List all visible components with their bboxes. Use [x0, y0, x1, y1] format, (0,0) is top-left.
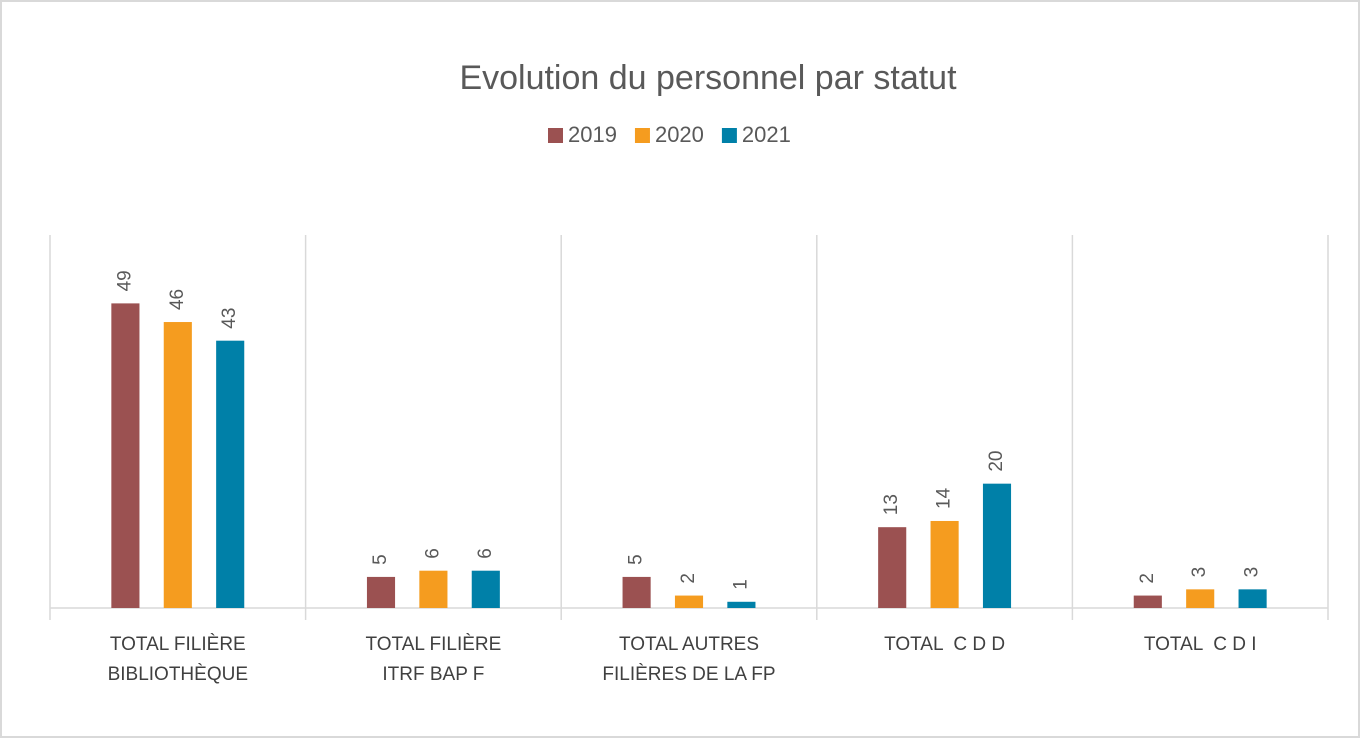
bar [1186, 589, 1215, 608]
data-label: 3 [1189, 567, 1210, 578]
x-tick-label: TOTAL C D D [884, 634, 1006, 655]
chart-title: Evolution du personnel par statut [459, 59, 957, 97]
data-label: 43 [219, 308, 240, 329]
data-label: 6 [422, 548, 443, 559]
data-label: 6 [475, 548, 496, 559]
bar [366, 576, 396, 608]
x-tick-label: TOTAL C D I [1143, 634, 1257, 655]
legend-swatch [721, 128, 737, 143]
bar [111, 303, 140, 608]
bar [216, 340, 245, 608]
bar [419, 570, 448, 608]
bar [163, 322, 192, 608]
data-label: 49 [114, 270, 135, 291]
x-tick-label: TOTAL AUTRES FILIÈRES DE LA FP [602, 634, 776, 685]
bar [878, 527, 907, 608]
bar [727, 601, 756, 608]
data-label: 1 [730, 579, 751, 590]
data-label: 46 [167, 289, 188, 310]
data-label: 5 [626, 554, 647, 565]
data-label: 2 [678, 573, 699, 584]
bar [674, 595, 704, 608]
legend-swatch [634, 128, 650, 143]
bar [1133, 595, 1162, 608]
legend-swatch [548, 128, 563, 143]
data-label: 3 [1242, 567, 1263, 578]
data-label: 5 [370, 554, 391, 565]
legend-label: 2021 [742, 122, 791, 147]
bar [982, 483, 1012, 608]
data-label: 20 [986, 451, 1007, 472]
legend-label: 2020 [655, 122, 704, 147]
bar [1238, 589, 1267, 608]
legend-label: 2019 [568, 122, 617, 147]
bar [930, 520, 959, 608]
x-tick-label: TOTAL FILIÈRE ITRF BAP F [365, 634, 502, 685]
data-label: 2 [1137, 573, 1158, 584]
x-tick-label: TOTAL FILIÈRE BIBLIOTHÈQUE [107, 634, 248, 685]
data-label: 13 [881, 494, 902, 515]
data-label: 14 [934, 487, 955, 509]
bar [622, 576, 651, 608]
bar [471, 570, 500, 608]
